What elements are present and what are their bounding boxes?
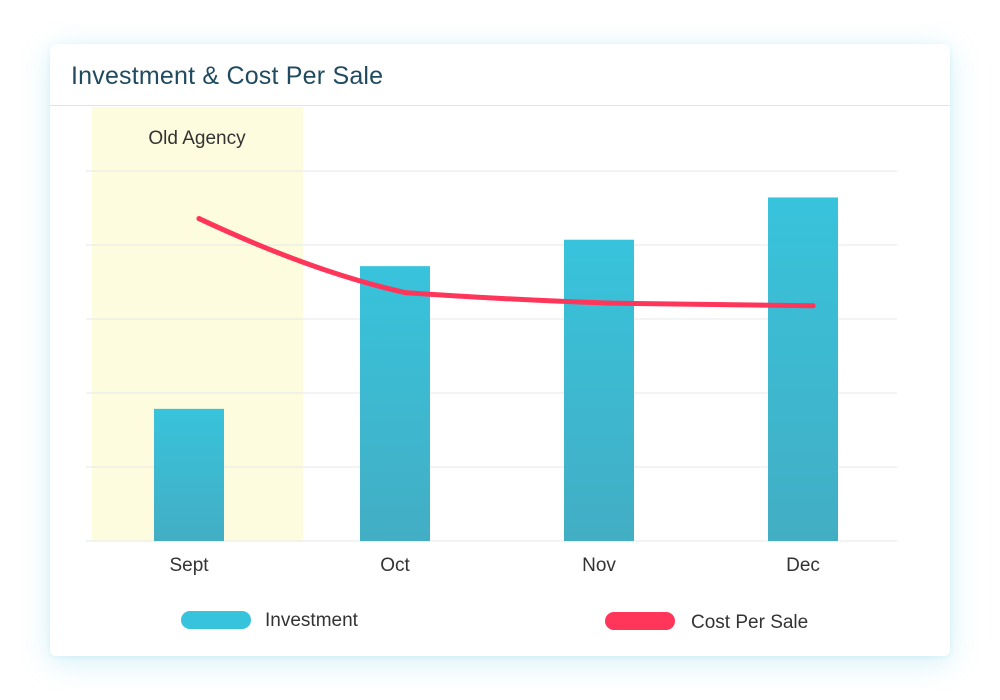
- chart-card: Investment & Cost Per Sale Sept Oct Nov Dec…: [50, 44, 950, 656]
- x-tick-label-dec: Dec: [786, 555, 820, 576]
- chart-title: Investment & Cost Per Sale: [71, 62, 384, 90]
- investment-bar-sept[interactable]: [154, 408, 224, 541]
- cost-per-sale-point-dec[interactable]: [810, 303, 816, 309]
- legend-item-cost-per-sale[interactable]: Cost Per Sale: [605, 612, 808, 633]
- legend-swatch-cost-per-sale: [605, 612, 675, 630]
- legend-label-cost-per-sale: Cost Per Sale: [691, 612, 808, 633]
- investment-bar-dec[interactable]: [768, 197, 838, 541]
- investment-bar-oct[interactable]: [360, 266, 430, 541]
- x-tick-label-sept: Sept: [169, 555, 209, 576]
- cost-per-sale-point-nov[interactable]: [606, 300, 612, 306]
- cost-per-sale-point-oct[interactable]: [402, 290, 408, 296]
- investment-cost-chart: Sept Oct Nov Dec Old Agency Investment Cost P…: [86, 107, 897, 633]
- card-header: Investment & Cost Per Sale: [50, 44, 950, 106]
- old-agency-label: Old Agency: [148, 128, 246, 149]
- cost-per-sale-line[interactable]: [196, 216, 816, 309]
- legend-label-investment: Investment: [265, 610, 359, 631]
- cost-per-sale-point-sept[interactable]: [196, 216, 202, 222]
- x-tick-label-nov: Nov: [582, 555, 616, 576]
- x-tick-label-oct: Oct: [380, 555, 410, 576]
- investment-bar-nov[interactable]: [564, 239, 634, 541]
- legend-swatch-investment: [181, 611, 251, 629]
- legend-item-investment[interactable]: Investment: [181, 610, 359, 631]
